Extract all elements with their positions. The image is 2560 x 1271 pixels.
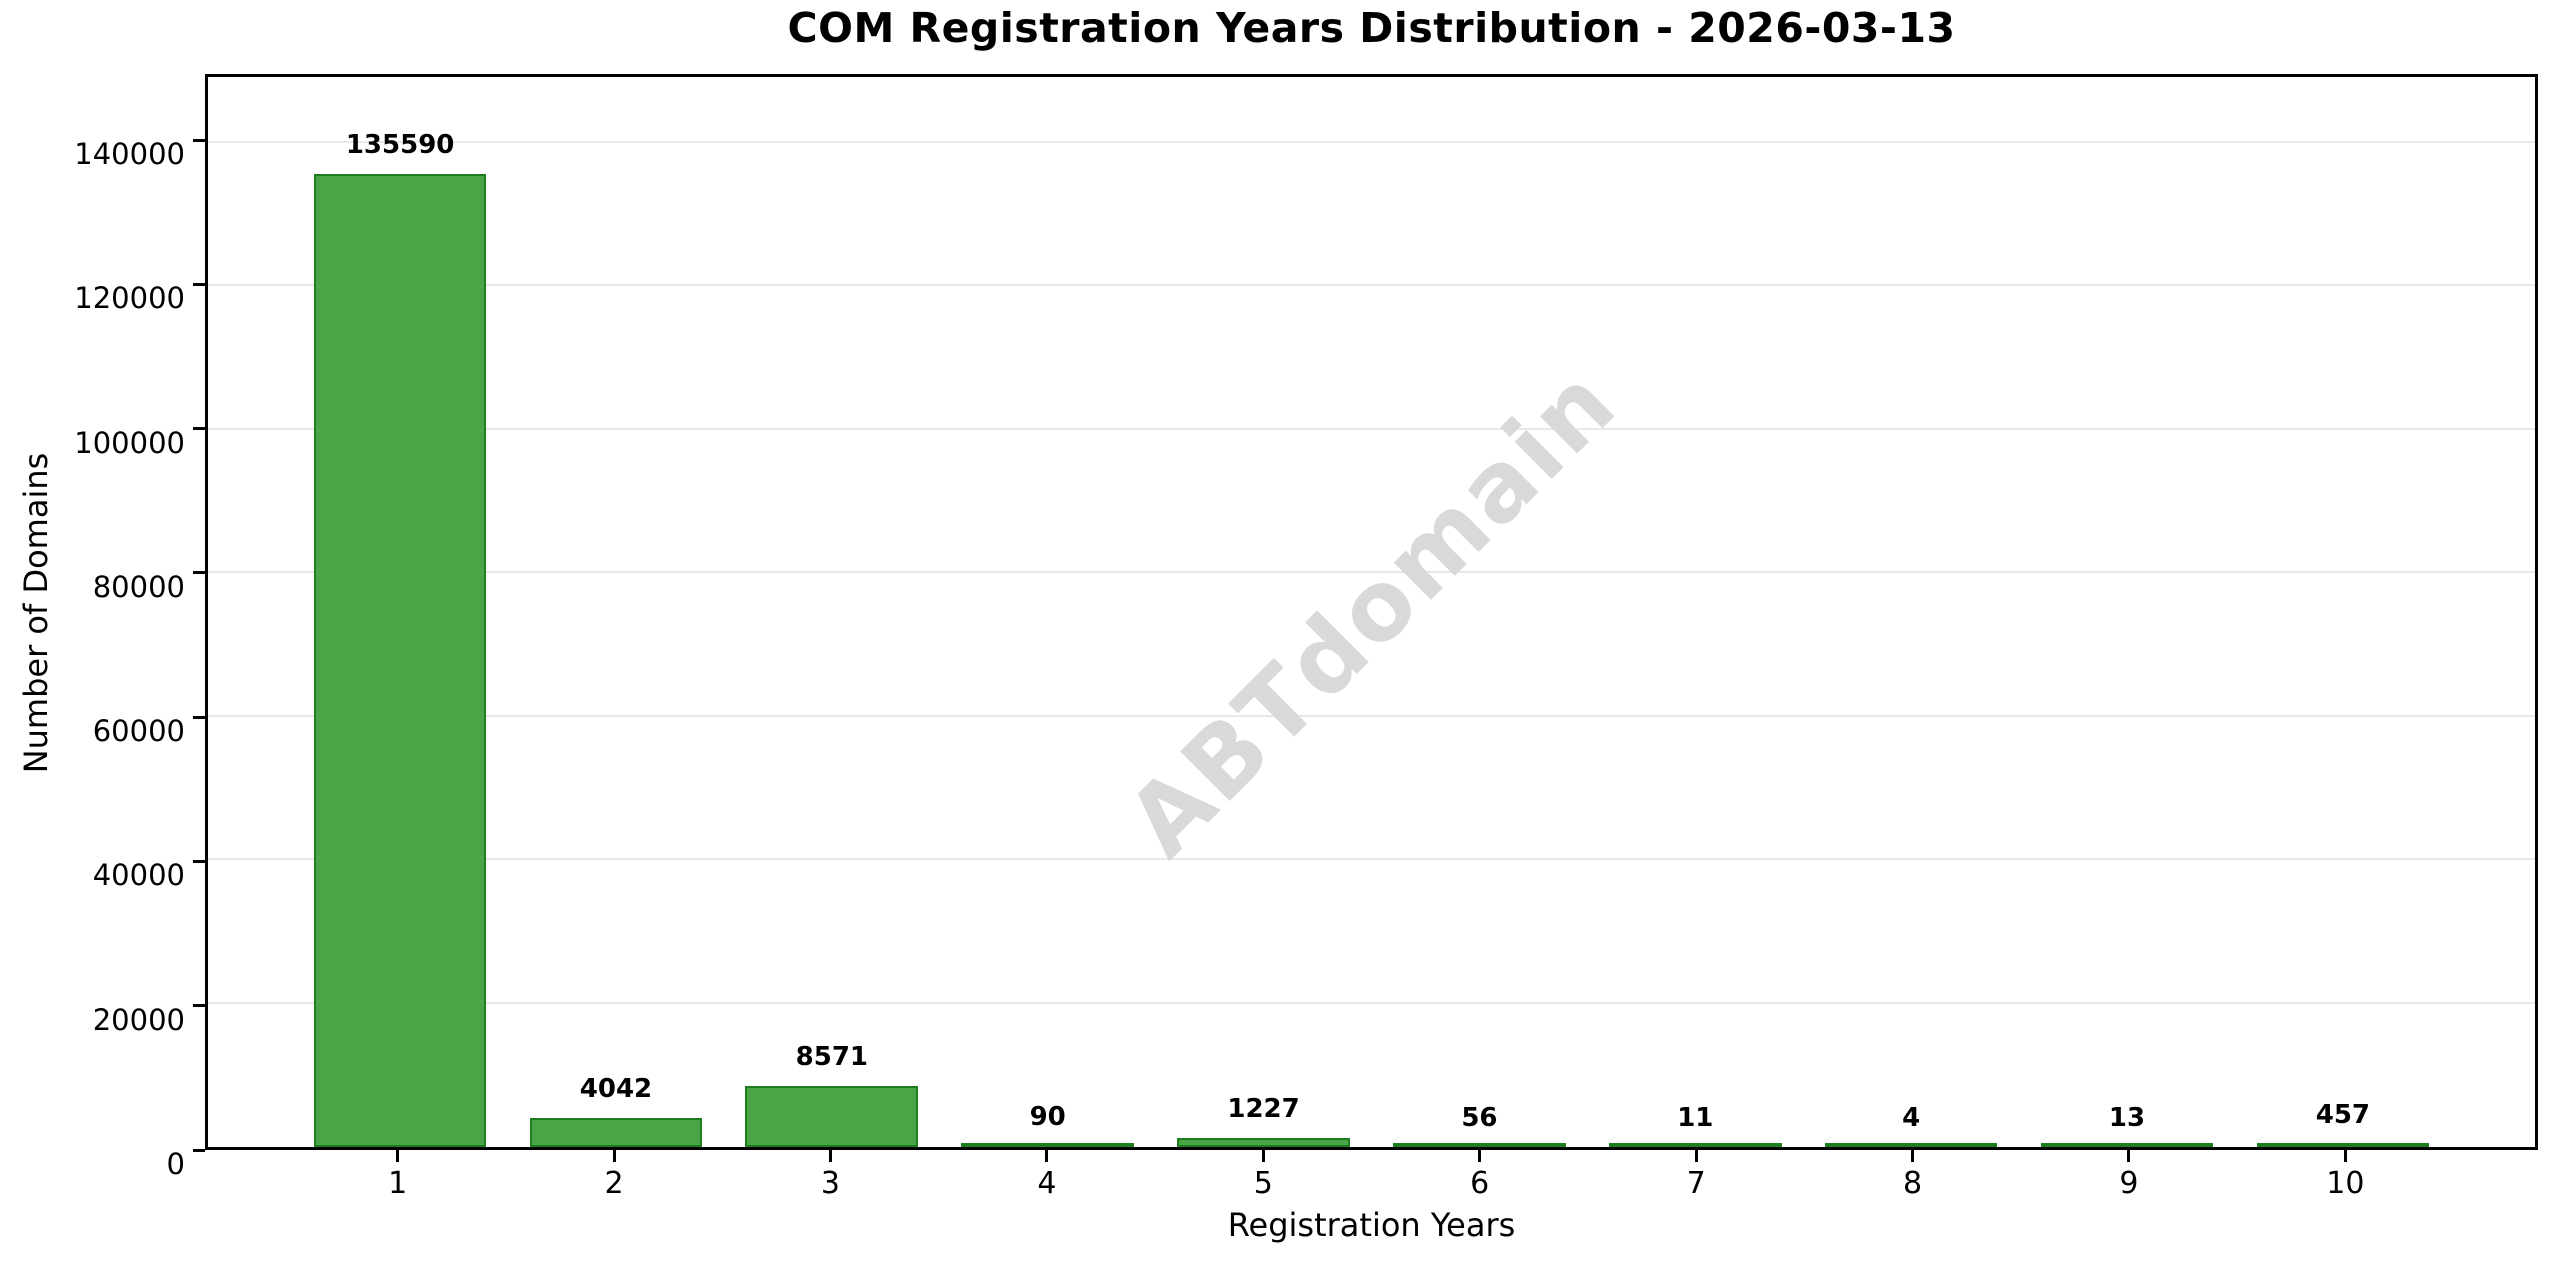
x-tick-label: 4 — [1037, 1166, 1057, 1201]
y-tick-mark — [193, 571, 205, 575]
x-tick-mark — [612, 1150, 616, 1162]
bar-value-label: 8571 — [795, 1041, 869, 1072]
y-tick-label: 80000 — [92, 569, 185, 604]
bar-value-label: 457 — [2315, 1099, 2371, 1130]
bar-year-7 — [1608, 1143, 1782, 1147]
y-tick-mark — [193, 859, 205, 863]
y-tick-label: 140000 — [74, 137, 185, 171]
x-tick-mark — [1911, 1150, 1915, 1162]
bar-year-4 — [961, 1143, 1135, 1147]
x-axis-label: Registration Years — [1227, 1206, 1516, 1244]
gridline — [208, 858, 2535, 861]
y-tick-label: 100000 — [74, 425, 185, 460]
x-tick-mark — [1045, 1150, 1049, 1162]
gridline — [208, 427, 2535, 430]
bar-value-label: 90 — [1029, 1102, 1066, 1133]
bar-value-label: 4 — [1902, 1102, 1921, 1133]
x-tick-label: 6 — [1470, 1166, 1490, 1201]
x-tick-mark — [828, 1150, 832, 1162]
y-tick-label: 0 — [166, 1147, 185, 1181]
y-tick-mark — [193, 282, 205, 286]
bar-year-9 — [2040, 1143, 2214, 1147]
x-tick-mark — [1478, 1150, 1482, 1162]
gridline — [208, 284, 2535, 287]
y-tick-mark — [193, 715, 205, 719]
bar-year-6 — [1393, 1143, 1566, 1147]
y-tick-mark — [193, 1148, 205, 1152]
x-tick-mark — [1261, 1150, 1265, 1162]
x-tick-mark — [396, 1150, 400, 1162]
bar-value-label: 4042 — [579, 1074, 653, 1105]
y-tick-label: 20000 — [92, 1002, 185, 1037]
x-tick-label: 5 — [1253, 1166, 1273, 1201]
x-tick-label: 10 — [2326, 1166, 2365, 1201]
watermark-text: ABTdomain — [1105, 345, 1638, 879]
gridline — [208, 571, 2535, 574]
x-tick-label: 3 — [820, 1166, 840, 1201]
gridline — [208, 714, 2535, 717]
y-tick-label: 40000 — [92, 858, 185, 893]
y-axis-label: Number of Domains — [17, 452, 55, 774]
x-tick-mark — [2127, 1150, 2131, 1162]
bar-year-10 — [2256, 1143, 2430, 1147]
bar-year-5 — [1177, 1138, 1350, 1147]
bar-year-3 — [745, 1085, 919, 1147]
y-tick-mark — [193, 138, 205, 142]
x-tick-label: 1 — [388, 1166, 408, 1201]
x-tick-label: 8 — [1903, 1166, 1923, 1201]
y-tick-label: 60000 — [92, 714, 185, 749]
y-tick-mark — [193, 427, 205, 431]
x-tick-label: 2 — [604, 1166, 624, 1201]
bar-value-label: 135590 — [345, 130, 455, 161]
x-tick-mark — [2343, 1150, 2347, 1162]
x-tick-label: 7 — [1686, 1166, 1706, 1201]
bar-year-1 — [313, 174, 487, 1147]
x-tick-mark — [1694, 1150, 1698, 1162]
bar-value-label: 1227 — [1227, 1094, 1300, 1125]
bar-year-8 — [1824, 1143, 1998, 1147]
gridline — [208, 1001, 2535, 1004]
gridline — [208, 140, 2535, 143]
bar-value-label: 11 — [1677, 1102, 1714, 1133]
bar-value-label: 56 — [1461, 1102, 1498, 1133]
chart-title: COM Registration Years Distribution - 20… — [787, 4, 1956, 52]
y-tick-mark — [193, 1004, 205, 1008]
x-tick-label: 9 — [2119, 1166, 2139, 1201]
bar-value-label: 13 — [2108, 1102, 2146, 1133]
y-tick-label: 120000 — [74, 281, 185, 316]
plot-area: ABTdomain 135590 4042 8571 90 1227 56 11 4 13 457 — [205, 74, 2538, 1150]
bar-year-2 — [529, 1118, 703, 1147]
